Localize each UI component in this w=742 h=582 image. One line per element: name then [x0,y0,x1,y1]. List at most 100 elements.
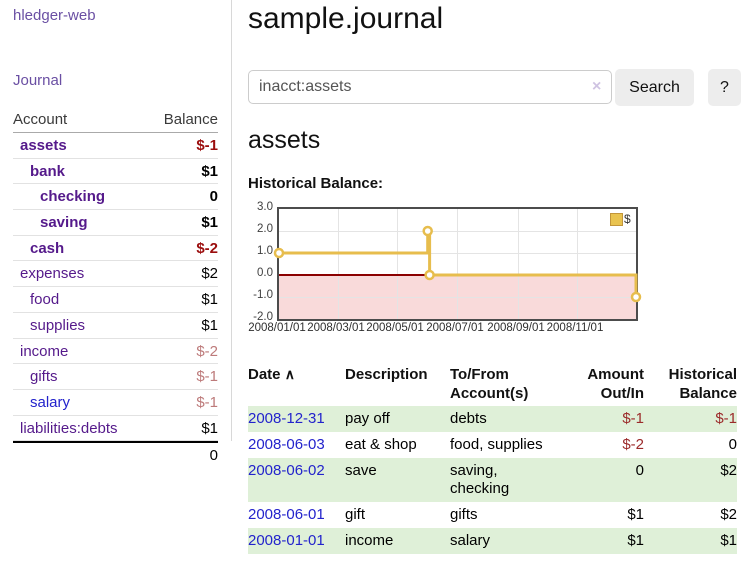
account-link-food[interactable]: food [30,291,60,309]
account-link-income[interactable]: income [20,342,69,360]
data-point-marker [630,291,642,303]
transaction-balance: $2 [720,462,737,479]
account-row: bank $1 [13,159,218,185]
y-tick-label: 0.0 [257,267,273,279]
x-tick-label: 2008/01/01 [248,322,306,334]
search-bar: × Search ? [248,69,742,107]
account-link-gifts[interactable]: gifts [30,368,58,386]
transaction-amount: $-2 [622,436,644,453]
register-row: 2008-06-02 save saving, checking 0 $2 [248,458,737,502]
chart-legend: $ [610,212,631,226]
transaction-description: save [345,462,377,479]
transaction-date-link[interactable]: 2008-06-01 [248,506,325,523]
account-balance: $-1 [196,137,218,154]
account-row: checking 0 [13,184,218,211]
transaction-amount: $1 [627,532,644,549]
account-link-saving[interactable]: saving [40,214,88,232]
transaction-amount: $-1 [622,410,644,427]
account-row: cash $-2 [13,236,218,262]
register-row: 2008-01-01 income salary $1 $1 [248,528,737,554]
data-point-marker [422,225,433,237]
chart-title: Historical Balance: [248,175,384,192]
account-row: expenses $2 [13,261,218,288]
account-balance: $1 [201,291,218,309]
transaction-balance: $2 [720,506,737,523]
account-heading: assets [248,126,321,154]
sort-ascending-icon: ∧ [284,366,295,382]
account-balance: $-1 [196,368,218,386]
data-point-marker [273,247,285,259]
transaction-date-link[interactable]: 2008-06-03 [248,436,325,453]
account-row: liabilities:debts $1 [13,416,218,442]
clear-search-icon[interactable]: × [592,78,602,95]
x-tick-label: 2008/11/01 [546,322,604,334]
y-tick-label: -2.0 [253,311,273,323]
plot-area [273,207,642,321]
register-header-row: Date ∧ Description To/From Account(s) Am… [248,362,737,406]
y-tick-label: 2.0 [257,223,273,235]
page-title: sample.journal [248,2,444,35]
help-button[interactable]: ? [708,69,741,106]
account-link-liabilities-debts[interactable]: liabilities:debts [20,419,118,437]
transaction-description: gift [345,506,366,523]
account-link-bank[interactable]: bank [30,162,66,180]
balance-line-series [273,225,642,303]
balance-column-header: Historical Balance [668,366,737,402]
accounts-total-row: 0 [13,441,218,467]
x-tick-label: 2008/05/01 [366,322,424,334]
transaction-accounts: debts [450,410,487,427]
transaction-description: eat & shop [345,436,417,453]
account-row: income $-2 [13,339,218,365]
register-row: 2008-06-03 eat & shop food, supplies $-2… [248,432,737,458]
x-tick-label: 2008/09/01 [487,322,545,334]
register-row: 2008-06-01 gift gifts $1 $2 [248,502,737,528]
y-tick-label: -1.0 [253,289,273,301]
register-table: Date ∧ Description To/From Account(s) Am… [248,362,737,554]
transaction-description: pay off [345,410,390,427]
transaction-date-link[interactable]: 2008-01-01 [248,532,325,549]
transaction-balance: $1 [720,532,737,549]
transaction-date-link[interactable]: 2008-12-31 [248,410,325,427]
account-link-salary[interactable]: salary [30,393,71,411]
accounts-total-value: 0 [209,447,218,465]
register-row: 2008-12-31 pay off debts $-1 $-1 [248,406,737,432]
gridline [457,209,458,319]
data-point-marker [424,269,435,281]
amount-column-header: Amount Out/In [587,366,644,402]
transaction-amount: 0 [635,462,644,479]
account-link-expenses[interactable]: expenses [20,265,85,283]
gridline [338,209,339,319]
transaction-accounts: food, supplies [450,436,543,453]
account-link-supplies[interactable]: supplies [30,316,86,334]
account-link-checking[interactable]: checking [40,188,106,206]
transaction-balance: $-1 [715,410,737,427]
transaction-date-link[interactable]: 2008-06-02 [248,462,325,479]
transaction-accounts: saving, checking [450,462,510,497]
account-link-assets[interactable]: assets [20,137,67,154]
transaction-description: income [345,532,394,549]
search-button[interactable]: Search [615,69,694,106]
transaction-balance: 0 [728,436,737,453]
account-column-header: Account [13,111,68,128]
legend-label: $ [624,212,631,226]
account-row: salary $-1 [13,390,218,416]
account-balance: 0 [209,188,218,206]
description-column-header: Description [345,366,428,383]
account-row: assets $-1 [13,133,218,159]
app-brand-link[interactable]: hledger-web [13,7,96,24]
sidebar-divider [231,0,232,441]
main-content: sample.journal × Search ? assets Histori… [248,0,742,582]
gridline [397,209,398,319]
account-row: food $1 [13,287,218,313]
account-row: gifts $-1 [13,364,218,390]
transaction-accounts: gifts [450,506,478,523]
transaction-amount: $1 [627,506,644,523]
account-balance: $1 [201,316,218,334]
date-column-header[interactable]: Date ∧ [248,366,295,383]
account-link-cash[interactable]: cash [30,239,65,257]
historical-balance-chart: 3.0 2.0 1.0 0.0 -1.0 -2.0 [248,199,688,339]
search-input[interactable] [248,70,612,104]
sidebar-item-journal[interactable]: Journal [13,72,63,89]
y-tick-label: 3.0 [257,201,273,213]
accounts-table: Account Balance assets $-1 bank $1 check… [13,107,218,467]
